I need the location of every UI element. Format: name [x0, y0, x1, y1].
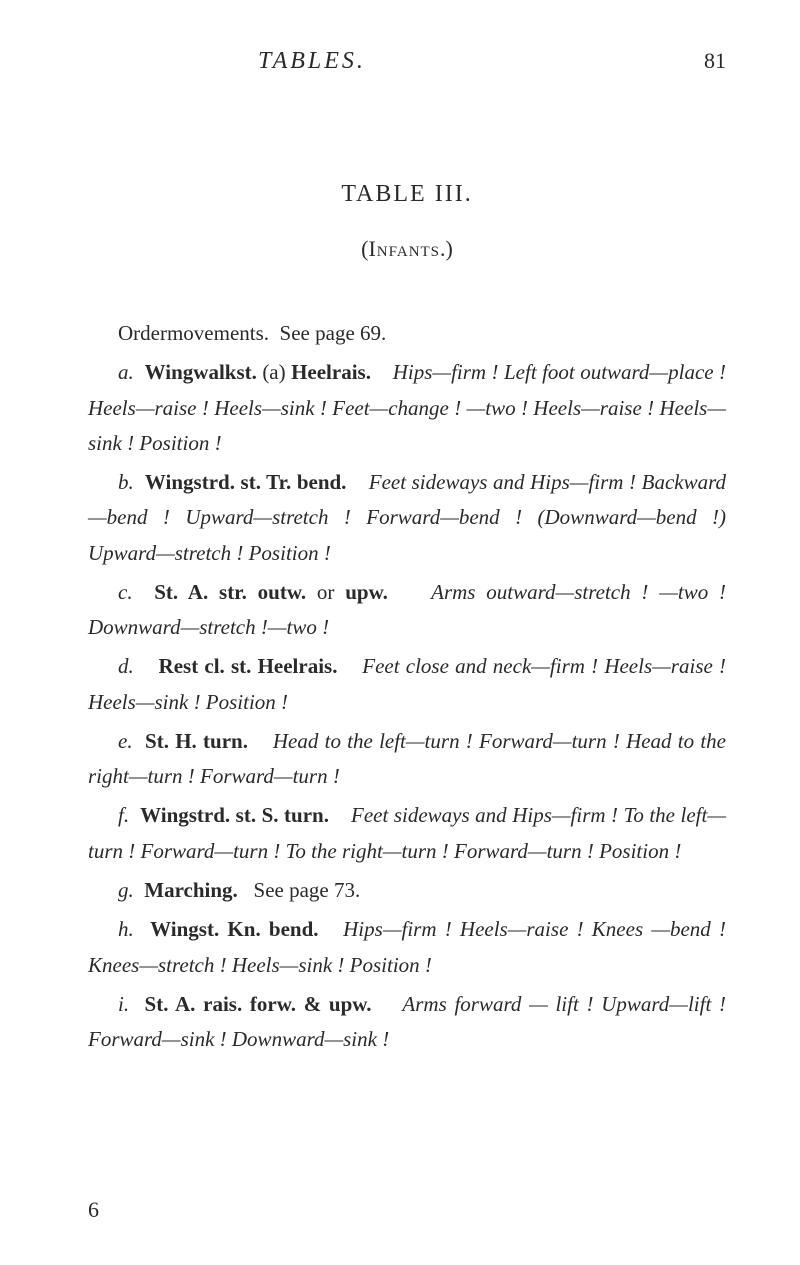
footer-number: 6 — [88, 1197, 99, 1223]
entry-c: c. St. A. str. outw. or upw. Arms outwar… — [88, 575, 726, 646]
entry-bold: Rest cl. st. Heelrais. — [159, 654, 338, 678]
order-text: See page 69. — [280, 321, 387, 345]
table-subtitle: (Infants.) — [88, 236, 726, 262]
entry-bold: Wingwalkst. — [145, 360, 257, 384]
entry-letter: b. — [118, 470, 134, 494]
entry-order: Ordermovements. See page 69. — [88, 316, 726, 351]
entry-letter: h. — [118, 917, 134, 941]
paren-close: .) — [440, 236, 453, 261]
entry-d: d. Rest cl. st. Heelrais. Feet close and… — [88, 649, 726, 720]
entry-letter: g. — [118, 878, 134, 902]
running-title: TABLES. — [258, 48, 366, 75]
page-header: TABLES. 81 — [88, 48, 726, 75]
entry-letter: d. — [118, 654, 134, 678]
entry-b: b. Wingstrd. st. Tr. bend. Feet sideways… — [88, 465, 726, 571]
entry-letter: a. — [118, 360, 134, 384]
entry-bold: Wingstrd. st. Tr. bend. — [145, 470, 347, 494]
subtitle-text: Infants — [368, 236, 440, 261]
entry-f: f. Wingstrd. st. S. turn. Feet sideways … — [88, 798, 726, 869]
entry-bold: Wingstrd. st. S. turn. — [140, 803, 329, 827]
page-number: 81 — [704, 48, 726, 74]
entry-letter: f. — [118, 803, 129, 827]
entry-bold: St. H. turn. — [145, 729, 248, 753]
entry-bold2: upw. — [345, 580, 388, 604]
entry-letter: c. — [118, 580, 133, 604]
body-text: Ordermovements. See page 69. a. Wingwalk… — [88, 316, 726, 1057]
entry-bold: St. A. str. outw. — [154, 580, 306, 604]
entry-a: a. Wingwalkst. (a) Heelrais. Hips—firm !… — [88, 355, 726, 461]
entry-bold2: Heelrais. — [291, 360, 371, 384]
entry-bold: Marching. — [144, 878, 238, 902]
entry-plain: See page 73. — [254, 878, 361, 902]
page-container: TABLES. 81 TABLE III. (Infants.) Ordermo… — [0, 0, 800, 1265]
entry-bold: Wingst. Kn. bend. — [150, 917, 318, 941]
entry-i: i. St. A. rais. forw. & upw. Arms forwar… — [88, 987, 726, 1058]
entry-g: g. Marching. See page 73. — [88, 873, 726, 908]
entry-h: h. Wingst. Kn. bend. Hips—firm ! Heels—r… — [88, 912, 726, 983]
order-label: Ordermovements. — [118, 321, 269, 345]
entry-bold: St. A. rais. forw. & upw. — [145, 992, 372, 1016]
entry-letter: i. — [118, 992, 129, 1016]
entry-plain: (a) — [257, 360, 291, 384]
table-title: TABLE III. — [88, 181, 726, 208]
entry-letter: e. — [118, 729, 133, 753]
entry-plain: or — [306, 580, 345, 604]
entry-e: e. St. H. turn. Head to the left—turn ! … — [88, 724, 726, 795]
